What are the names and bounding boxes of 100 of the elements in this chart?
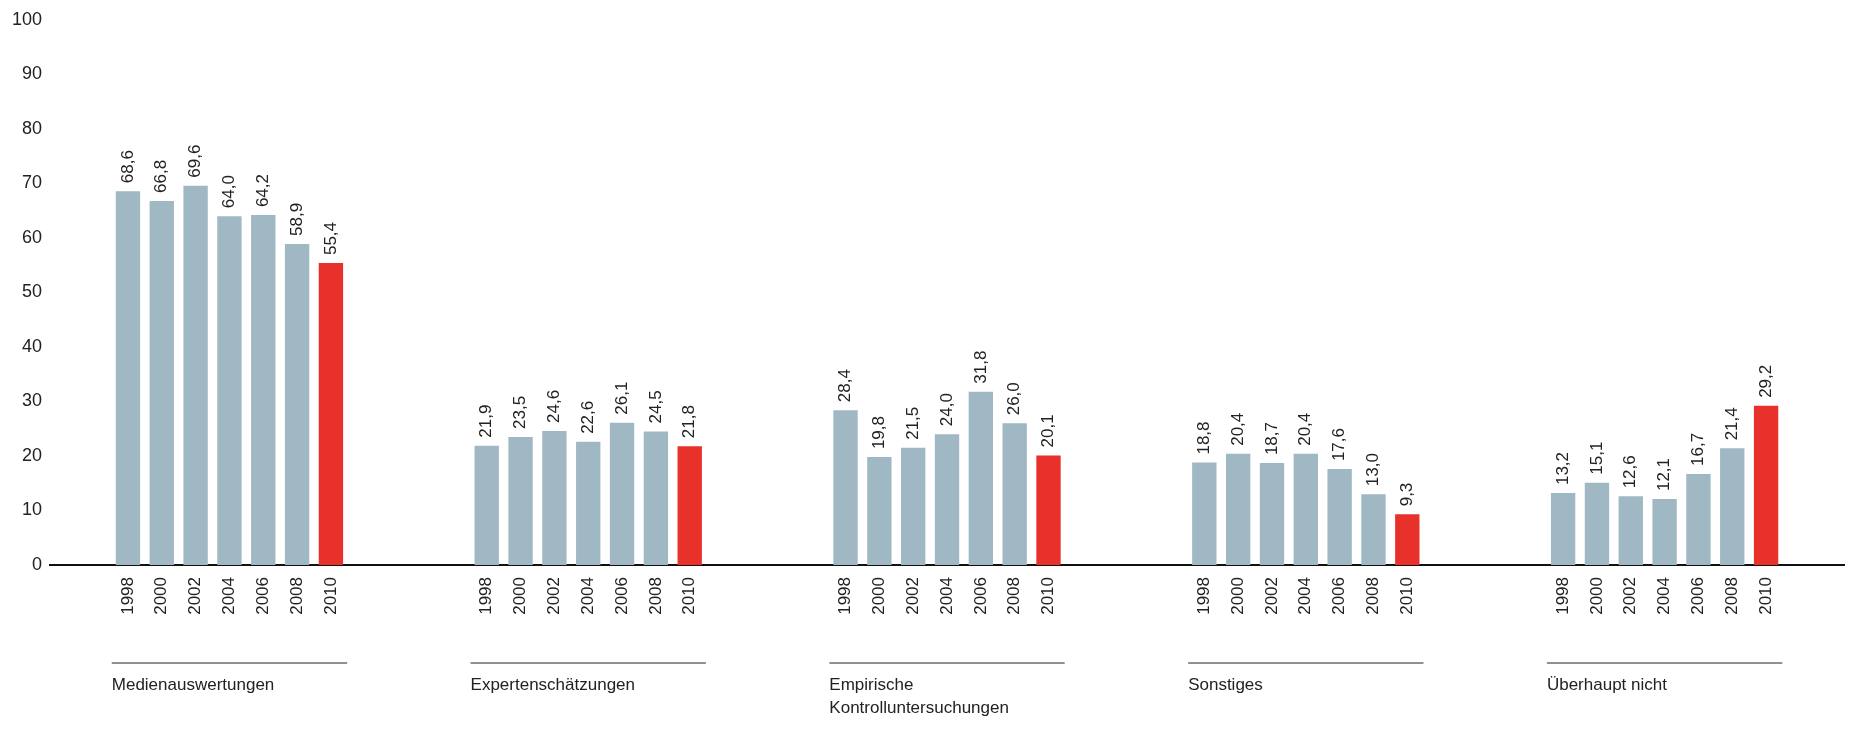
data-label: 20,1 [1038, 414, 1058, 448]
text: 2006 [970, 577, 990, 615]
text: 2004 [936, 577, 956, 615]
bar [833, 410, 858, 565]
bar [1584, 482, 1610, 565]
text: 2004 [1654, 577, 1674, 615]
text: 2002 [1261, 577, 1281, 615]
data-label: 68,6 [117, 150, 137, 184]
x-tick-label: Sonstiges [1188, 675, 1263, 695]
text: 1998 [1194, 577, 1214, 615]
data-label: 12,1 [1654, 457, 1674, 492]
text: 2000 [1227, 577, 1247, 615]
data-label: 15,1 [1586, 441, 1606, 475]
bar [183, 185, 208, 565]
bar [474, 445, 499, 565]
text: 2002 [544, 577, 564, 615]
data-label: 22,6 [577, 400, 597, 434]
data-label: 64,0 [219, 175, 239, 209]
x-tick-label: Überhaupt nicht [1546, 675, 1668, 695]
text: 1998 [476, 577, 496, 615]
text: 2008 [286, 577, 306, 615]
bar [677, 446, 702, 565]
y-tick-label: 60 [22, 226, 43, 247]
text: 2002 [1620, 577, 1640, 615]
data-label: 12,6 [1620, 455, 1640, 489]
y-tick-label: 70 [22, 172, 43, 193]
data-label: 21,9 [476, 404, 496, 438]
y-tick-label: 0 [32, 553, 43, 574]
data-label: 31,8 [970, 350, 990, 384]
y-tick-label: 80 [22, 117, 43, 138]
text: 2004 [1295, 577, 1315, 615]
data-label: 24,0 [936, 393, 956, 427]
bar [318, 263, 344, 565]
text: 2008 [1363, 577, 1383, 615]
data-label: 29,2 [1755, 364, 1775, 398]
bar [1192, 462, 1217, 565]
bar [1293, 453, 1318, 565]
text: 2004 [219, 577, 239, 615]
y-tick-label: 10 [22, 499, 43, 520]
bar [1225, 453, 1251, 565]
y-tick-label: 90 [22, 63, 43, 84]
bar [1618, 496, 1643, 565]
bar [1327, 469, 1352, 565]
y-tick-label: 50 [22, 281, 43, 302]
x-tick-label: Expertenschätzungen [470, 675, 636, 695]
text: 2010 [1396, 577, 1416, 615]
bar [1720, 448, 1745, 565]
data-label: 16,7 [1688, 432, 1708, 466]
bar [576, 441, 601, 565]
text: 2006 [1688, 577, 1708, 615]
bar [1652, 499, 1677, 565]
data-label: 55,4 [320, 221, 340, 256]
text: 2010 [1755, 577, 1775, 615]
bar [901, 447, 926, 565]
bar [1002, 423, 1027, 565]
text: 2002 [185, 577, 205, 615]
bar [284, 244, 310, 565]
data-label: 24,6 [544, 389, 564, 423]
text: 2000 [151, 577, 171, 615]
bar [1753, 405, 1779, 565]
bar [1550, 493, 1576, 565]
y-tick-label: 20 [22, 444, 43, 465]
text: 2006 [1329, 577, 1349, 615]
data-label: 26,0 [1004, 382, 1024, 416]
data-label: 26,1 [611, 381, 631, 415]
bar [643, 431, 669, 565]
data-label: 23,5 [510, 395, 530, 429]
text: 2000 [510, 577, 530, 615]
text: 1998 [117, 577, 137, 615]
data-label: 21,5 [902, 406, 922, 440]
bar [1259, 463, 1285, 565]
data-label: 13,0 [1363, 453, 1383, 487]
bar [508, 436, 533, 565]
data-label: 18,7 [1261, 421, 1281, 456]
bar [251, 215, 276, 565]
data-label: 20,4 [1227, 412, 1247, 446]
data-label: 66,8 [151, 159, 171, 193]
data-label: 17,6 [1329, 427, 1349, 462]
bar [149, 200, 174, 565]
text: 2008 [1721, 577, 1741, 615]
text: 2000 [869, 577, 889, 615]
data-label: 20,4 [1295, 412, 1315, 446]
text: 2002 [902, 577, 922, 615]
text: 2004 [577, 577, 597, 615]
text: 1998 [1552, 577, 1572, 615]
text: 2010 [320, 577, 340, 615]
text: 2008 [645, 577, 665, 615]
data-label: 21,8 [679, 405, 699, 439]
bar [542, 430, 567, 565]
data-label: 9,3 [1396, 482, 1416, 507]
data-label: 18,8 [1194, 421, 1214, 455]
y-tick-label: 100 [11, 8, 43, 29]
y-tick-label: 40 [22, 335, 43, 356]
text: 2010 [1038, 577, 1058, 615]
text: 2006 [611, 577, 631, 615]
data-label: 28,4 [835, 369, 855, 403]
data-label: 24,5 [645, 390, 665, 424]
data-label: 21,4 [1721, 407, 1741, 441]
x-tick-label: Empirische Kontrolluntersuchungen [829, 675, 1009, 718]
data-label: 69,6 [185, 144, 205, 178]
